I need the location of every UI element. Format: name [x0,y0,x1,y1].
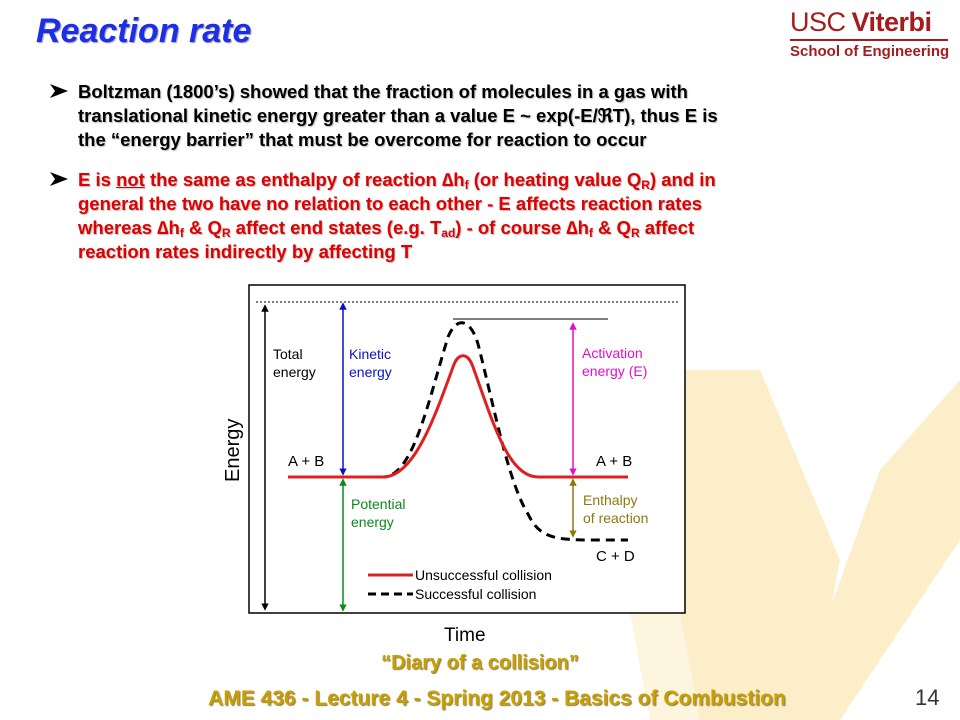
bullet-line: Boltzman (1800’s) showed that the fracti… [78,81,688,102]
enthalpy-of-reaction-label: Enthalpy of reaction [583,492,648,526]
legend-successful-label: Successful collision [415,586,536,602]
bullet-line: the “energy barrier” that must be overco… [78,129,647,150]
y-axis-label: Energy [222,419,244,482]
arrow-bullet-icon [50,84,68,98]
bullet-line: translational kinetic energy greater tha… [78,105,718,126]
unsuccessful-collision-curve [288,354,628,479]
potential-energy-label: Potential energy [351,496,409,530]
x-axis-label: Time [444,625,486,646]
slide-title: Reaction rate [36,12,252,50]
plot-frame [248,284,686,614]
reactants-right-label: A + B [596,453,632,470]
total-energy-label: Total energy [273,346,316,380]
reactants-left-label: A + B [288,453,324,470]
arrow-bullet-icon [50,172,68,186]
page-number: 14 [915,685,940,710]
bullet-line: whereas ∆hf & QR affect end states (e.g.… [78,217,695,240]
usc-viterbi-logo: USC Viterbi School of Engineering [790,7,950,60]
bullet-line: general the two have no relation to each… [78,193,703,214]
kinetic-energy-label: Kinetic energy [349,346,395,380]
legend-unsuccessful-label: Unsuccessful collision [415,567,552,583]
bullet-line: E is not the same as enthalpy of reactio… [78,169,716,192]
energy-diagram: Energy Time Total energy Kinetic energy … [222,284,686,646]
diagram-caption: “Diary of a collision” [381,652,579,674]
bullet-line: reaction rates indirectly by affecting T [78,241,413,262]
activation-energy-label: Activation energy (E) [582,345,647,379]
successful-collision-curve [288,321,628,542]
products-label: C + D [596,548,635,565]
slide-footer: AME 436 - Lecture 4 - Spring 2013 - Basi… [208,687,786,710]
